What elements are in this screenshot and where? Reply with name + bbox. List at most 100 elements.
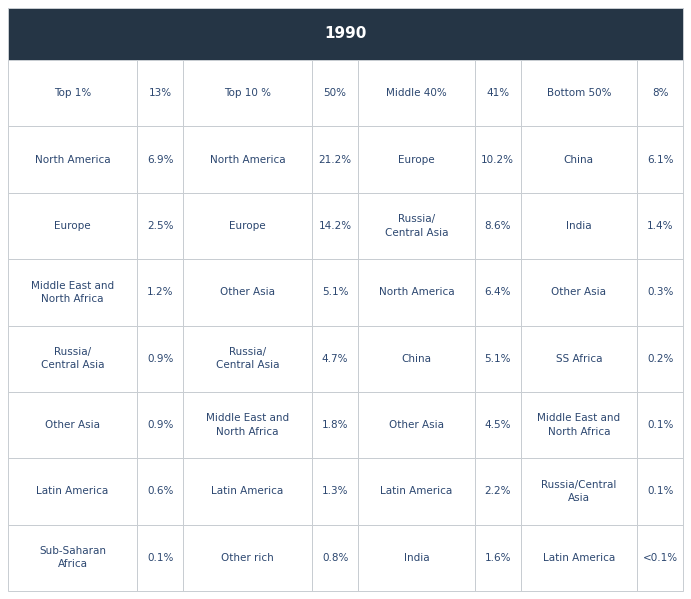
Text: 1.2%: 1.2%: [146, 288, 173, 297]
Bar: [358, 193, 475, 259]
Text: 1.6%: 1.6%: [484, 553, 511, 563]
Text: Latin America: Latin America: [380, 486, 453, 497]
Bar: [8, 193, 138, 259]
Text: Europe: Europe: [229, 221, 266, 231]
Bar: [138, 392, 183, 458]
Bar: [138, 259, 183, 325]
Text: <0.1%: <0.1%: [643, 553, 678, 563]
Bar: [312, 458, 358, 525]
Bar: [520, 458, 637, 525]
Bar: [520, 325, 637, 392]
Bar: [312, 392, 358, 458]
Text: 0.1%: 0.1%: [647, 486, 673, 497]
Text: China: China: [401, 353, 431, 364]
Bar: [8, 8, 683, 60]
Text: Russia/
Central Asia: Russia/ Central Asia: [216, 347, 279, 370]
Text: SS Africa: SS Africa: [556, 353, 602, 364]
Bar: [312, 325, 358, 392]
Text: 5.1%: 5.1%: [484, 353, 511, 364]
Text: Top 10 %: Top 10 %: [224, 88, 271, 98]
Text: 0.8%: 0.8%: [322, 553, 348, 563]
Text: Middle East and
North Africa: Middle East and North Africa: [206, 413, 289, 437]
Bar: [138, 525, 183, 591]
Text: 50%: 50%: [323, 88, 347, 98]
Text: 0.1%: 0.1%: [147, 553, 173, 563]
Text: Russia/
Central Asia: Russia/ Central Asia: [385, 214, 448, 238]
Text: Russia/
Central Asia: Russia/ Central Asia: [41, 347, 104, 370]
Text: 6.9%: 6.9%: [146, 155, 173, 165]
Bar: [138, 126, 183, 193]
Bar: [637, 392, 683, 458]
Bar: [637, 525, 683, 591]
Bar: [475, 392, 520, 458]
Bar: [8, 126, 138, 193]
Text: 41%: 41%: [486, 88, 509, 98]
Bar: [8, 60, 138, 126]
Bar: [8, 325, 138, 392]
Text: 5.1%: 5.1%: [322, 288, 348, 297]
Text: 0.2%: 0.2%: [647, 353, 673, 364]
Text: Other Asia: Other Asia: [45, 420, 100, 430]
Bar: [358, 458, 475, 525]
Bar: [138, 193, 183, 259]
Bar: [637, 193, 683, 259]
Bar: [358, 325, 475, 392]
Text: Middle East and
North Africa: Middle East and North Africa: [538, 413, 621, 437]
Text: Other rich: Other rich: [221, 553, 274, 563]
Bar: [358, 126, 475, 193]
Bar: [183, 325, 312, 392]
Text: 8.6%: 8.6%: [484, 221, 511, 231]
Bar: [520, 193, 637, 259]
Text: India: India: [566, 221, 591, 231]
Bar: [312, 60, 358, 126]
Text: North America: North America: [210, 155, 285, 165]
Text: Middle East and
North Africa: Middle East and North Africa: [31, 281, 114, 304]
Bar: [138, 60, 183, 126]
Text: 2.5%: 2.5%: [146, 221, 173, 231]
Text: 1.4%: 1.4%: [647, 221, 673, 231]
Bar: [183, 259, 312, 325]
Bar: [138, 458, 183, 525]
Bar: [358, 60, 475, 126]
Text: Middle 40%: Middle 40%: [386, 88, 446, 98]
Bar: [8, 458, 138, 525]
Text: 6.4%: 6.4%: [484, 288, 511, 297]
Text: Latin America: Latin America: [211, 486, 284, 497]
Bar: [637, 259, 683, 325]
Bar: [358, 525, 475, 591]
Bar: [183, 525, 312, 591]
Text: Other Asia: Other Asia: [389, 420, 444, 430]
Text: North America: North America: [379, 288, 454, 297]
Text: 4.7%: 4.7%: [322, 353, 348, 364]
Text: 1990: 1990: [324, 26, 367, 41]
Bar: [637, 60, 683, 126]
Text: 13%: 13%: [149, 88, 171, 98]
Bar: [637, 325, 683, 392]
Bar: [8, 392, 138, 458]
Bar: [183, 392, 312, 458]
Bar: [358, 259, 475, 325]
Text: China: China: [564, 155, 594, 165]
Bar: [475, 259, 520, 325]
Bar: [475, 60, 520, 126]
Text: 14.2%: 14.2%: [319, 221, 352, 231]
Text: 21.2%: 21.2%: [319, 155, 352, 165]
Bar: [312, 126, 358, 193]
Bar: [475, 193, 520, 259]
Bar: [312, 259, 358, 325]
Bar: [475, 458, 520, 525]
Text: Other Asia: Other Asia: [220, 288, 275, 297]
Bar: [475, 126, 520, 193]
Bar: [637, 126, 683, 193]
Text: 1.3%: 1.3%: [322, 486, 348, 497]
Bar: [475, 325, 520, 392]
Text: Europe: Europe: [398, 155, 435, 165]
Text: 0.1%: 0.1%: [647, 420, 673, 430]
Bar: [138, 325, 183, 392]
Text: India: India: [404, 553, 429, 563]
Bar: [475, 525, 520, 591]
Text: 6.1%: 6.1%: [647, 155, 673, 165]
Text: Other Asia: Other Asia: [551, 288, 606, 297]
Text: Russia/Central
Asia: Russia/Central Asia: [541, 480, 616, 503]
Text: Top 1%: Top 1%: [54, 88, 91, 98]
